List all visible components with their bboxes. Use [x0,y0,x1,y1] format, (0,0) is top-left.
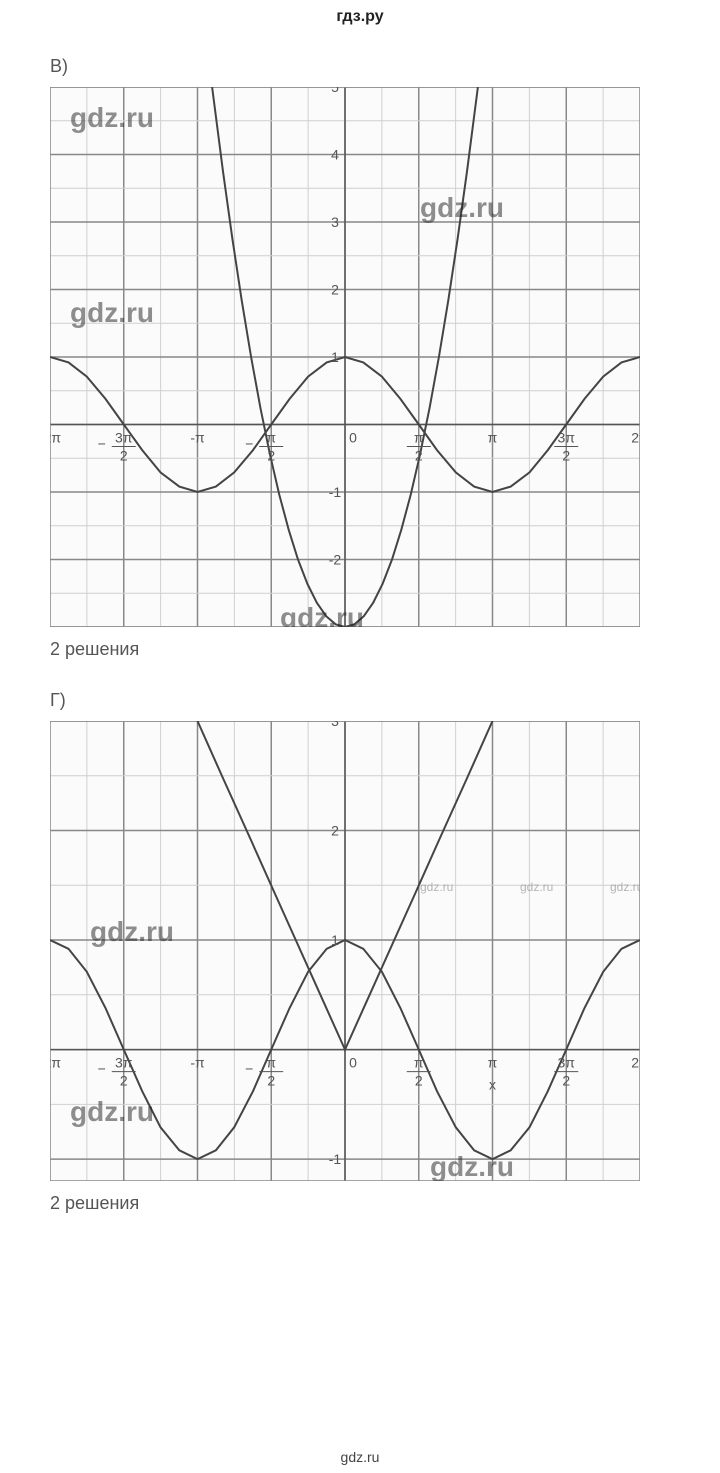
svg-text:π: π [414,1055,424,1071]
svg-text:-π: -π [190,430,205,446]
svg-text:2: 2 [562,1073,570,1089]
svg-text:-2: -2 [329,552,342,568]
svg-text:gdz.ru: gdz.ru [70,102,154,133]
svg-text:gdz.ru: gdz.ru [70,1096,154,1127]
chart-g-container: -2π−3π2-π−π20π2π3π22π-1123xgdz.rugdz.rug… [50,721,720,1181]
svg-text:π: π [266,430,276,446]
svg-text:3: 3 [331,214,339,230]
svg-text:−: − [245,1061,253,1077]
chart-b-container: -2π−3π2-π−π20π2π3π22π-2-112345gdz.rugdz.… [50,87,720,627]
svg-text:1: 1 [331,932,339,948]
svg-text:3π: 3π [558,1055,576,1071]
svg-text:2π: 2π [631,1055,640,1071]
svg-text:-2π: -2π [50,1055,61,1071]
svg-text:2: 2 [415,1073,423,1089]
svg-text:π: π [488,1055,498,1071]
svg-text:1: 1 [331,349,339,365]
svg-text:4: 4 [331,147,339,163]
svg-text:gdz.ru: gdz.ru [70,297,154,328]
svg-text:gdz.ru: gdz.ru [280,602,364,627]
svg-text:gdz.ru: gdz.ru [420,880,453,894]
svg-text:0: 0 [349,430,357,446]
section-g-label: Г) [50,690,720,711]
svg-text:-2π: -2π [50,430,61,446]
svg-text:π: π [414,430,424,446]
page-footer: gdz.ru [0,1449,720,1465]
svg-text:2: 2 [331,823,339,839]
svg-text:x: x [489,1077,496,1093]
svg-text:π: π [266,1055,276,1071]
svg-text:-1: -1 [329,1151,342,1167]
caption-g: 2 решения [50,1193,720,1214]
svg-text:0: 0 [349,1055,357,1071]
svg-text:3π: 3π [558,430,576,446]
svg-text:2: 2 [120,1073,128,1089]
chart-b: -2π−3π2-π−π20π2π3π22π-2-112345gdz.rugdz.… [50,87,640,627]
page-header: гдз.ру [0,0,720,26]
svg-text:-π: -π [190,1055,205,1071]
svg-text:−: − [98,436,106,452]
svg-text:2: 2 [120,448,128,464]
svg-text:−: − [245,436,253,452]
svg-text:gdz.ru: gdz.ru [520,880,553,894]
caption-b: 2 решения [50,639,720,660]
svg-text:2: 2 [331,282,339,298]
svg-text:-1: -1 [329,484,342,500]
svg-text:3π: 3π [115,1055,133,1071]
svg-text:2: 2 [562,448,570,464]
svg-text:π: π [488,430,498,446]
svg-text:3π: 3π [115,430,133,446]
svg-text:5: 5 [331,87,339,95]
svg-text:gdz.ru: gdz.ru [430,1151,514,1181]
section-b-label: В) [50,56,720,77]
svg-text:2π: 2π [631,430,640,446]
svg-text:3: 3 [331,721,339,729]
svg-text:2: 2 [267,448,275,464]
svg-text:2: 2 [267,1073,275,1089]
svg-text:gdz.ru: gdz.ru [420,192,504,223]
svg-text:gdz.ru: gdz.ru [610,880,640,894]
svg-text:−: − [98,1061,106,1077]
svg-text:gdz.ru: gdz.ru [90,916,174,947]
svg-text:2: 2 [415,448,423,464]
chart-g: -2π−3π2-π−π20π2π3π22π-1123xgdz.rugdz.rug… [50,721,640,1181]
